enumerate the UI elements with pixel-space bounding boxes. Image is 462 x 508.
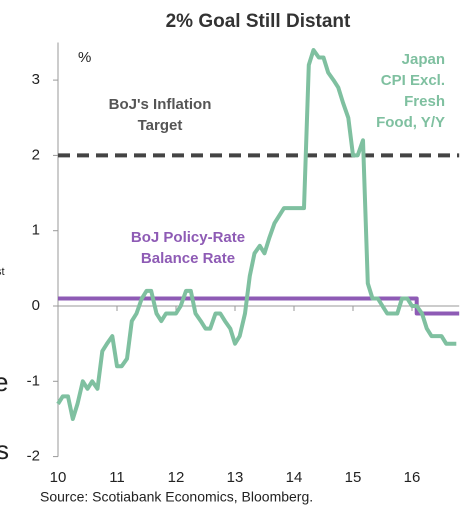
x-tick-label: 14 xyxy=(286,469,303,486)
y-tick-label: 1 xyxy=(32,222,40,239)
annotation: Balance Rate xyxy=(141,250,235,267)
edge-fragment: s xyxy=(0,435,9,465)
annotation: Target xyxy=(138,117,183,134)
annotation: CPI Excl. xyxy=(381,72,445,89)
annotation: BoJ Policy-Rate xyxy=(131,229,245,246)
y-tick-label: 3 xyxy=(32,71,40,88)
x-tick-label: 15 xyxy=(345,469,362,486)
annotation: Fresh xyxy=(404,93,445,110)
y-unit: % xyxy=(78,49,91,66)
y-tick-label: 2 xyxy=(32,146,40,163)
x-tick-label: 10 xyxy=(50,469,67,486)
y-tick-label: 0 xyxy=(32,297,40,314)
annotation: Food, Y/Y xyxy=(376,114,445,131)
y-tick-label: -1 xyxy=(27,372,40,389)
x-tick-label: 11 xyxy=(109,469,125,486)
annotation: BoJ's Inflation xyxy=(109,96,212,113)
x-tick-label: 13 xyxy=(227,469,244,486)
edge-fragment: e xyxy=(0,367,8,397)
source: Source: Scotiabank Economics, Bloomberg. xyxy=(40,489,313,505)
x-tick-label: 16 xyxy=(404,469,421,486)
series-line xyxy=(56,48,457,421)
x-tick-label: 12 xyxy=(168,469,185,486)
edge-fragment: st xyxy=(0,266,5,278)
chart-title: 2% Goal Still Distant xyxy=(166,11,351,32)
annotation: Japan xyxy=(402,51,445,68)
y-tick-label: -2 xyxy=(27,448,40,465)
